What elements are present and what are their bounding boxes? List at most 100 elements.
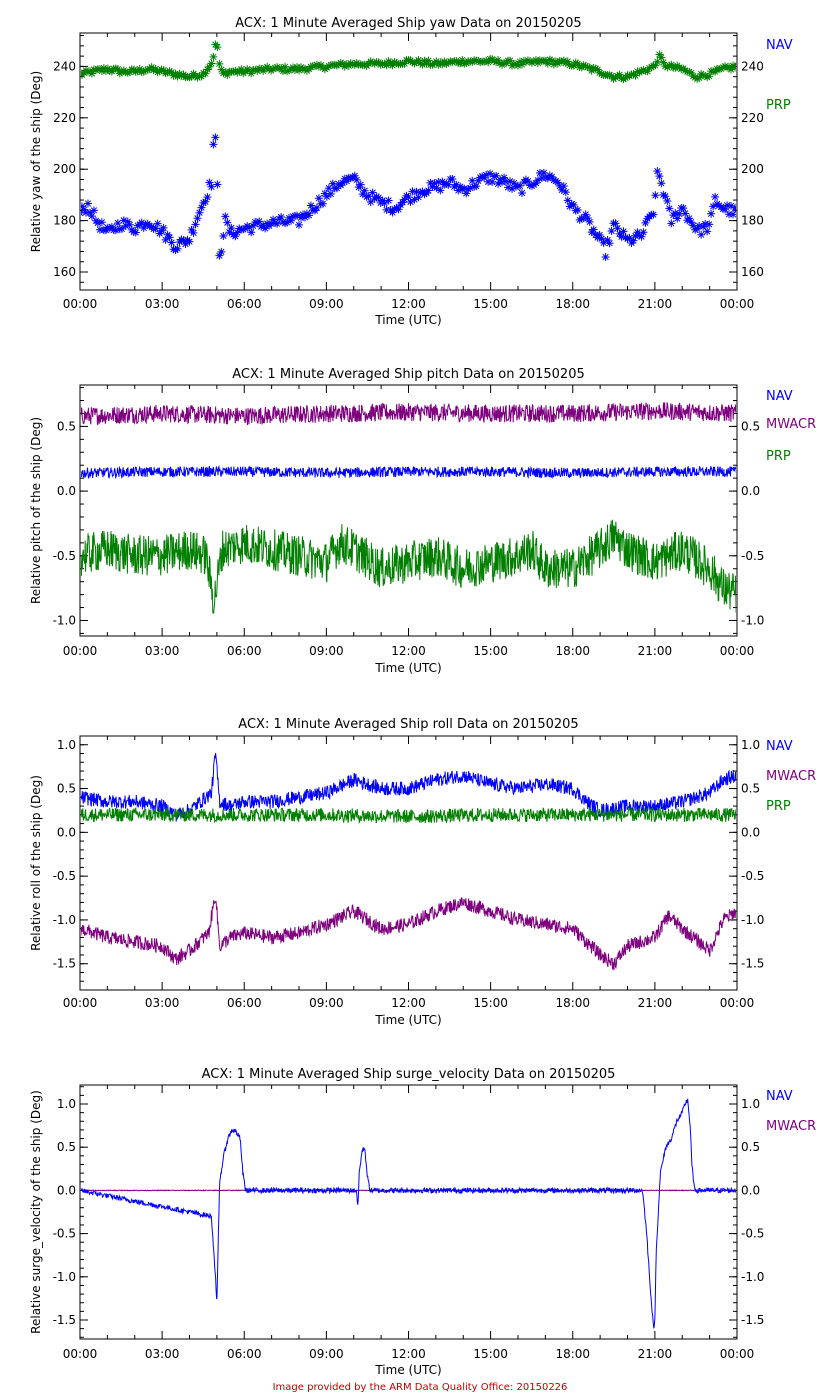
data-point [673, 214, 682, 223]
data-point [207, 182, 216, 191]
data-point [223, 71, 232, 80]
data-point [261, 224, 270, 233]
data-point [492, 171, 501, 180]
data-point [490, 172, 499, 181]
data-point [689, 72, 698, 81]
legend-mwacr: MWACR [766, 769, 816, 784]
data-point [442, 179, 451, 188]
data-point [462, 189, 471, 198]
data-point [607, 71, 616, 80]
data-point [199, 68, 208, 77]
y-tick-label: -1.0 [53, 613, 76, 627]
y-tick-label-right: 240 [741, 59, 764, 73]
data-point [275, 64, 284, 73]
x-axis-label: Time (UTC) [374, 1013, 441, 1027]
data-point [484, 58, 493, 67]
x-tick-label: 21:00 [638, 996, 673, 1010]
data-point [591, 64, 600, 73]
data-point [157, 226, 166, 235]
x-tick-label: 18:00 [555, 297, 590, 311]
data-point [201, 69, 210, 78]
data-point [233, 228, 242, 237]
data-point [460, 59, 469, 68]
x-tick-label: 00:00 [63, 297, 98, 311]
data-point [599, 238, 608, 247]
data-point [486, 169, 495, 178]
y-tick-label-right: 1.0 [741, 738, 760, 752]
data-point [332, 61, 341, 70]
data-point [464, 185, 473, 193]
data-point [346, 59, 355, 68]
data-point [517, 60, 526, 69]
y-tick-label-right: -0.5 [741, 549, 764, 563]
data-point [595, 68, 604, 77]
data-point [557, 185, 566, 194]
data-point [468, 176, 477, 185]
data-point [217, 65, 226, 74]
data-point [289, 212, 298, 221]
data-point [611, 219, 620, 228]
data-point [322, 192, 331, 201]
legend-nav: NAV [766, 1089, 793, 1104]
data-point [155, 229, 164, 238]
data-point [358, 190, 367, 199]
data-point [422, 59, 431, 68]
data-point [547, 172, 556, 181]
legend-nav: NAV [766, 739, 793, 754]
data-point [306, 201, 315, 210]
data-point [205, 62, 214, 71]
data-point [661, 192, 670, 201]
data-point [123, 217, 132, 226]
data-point [414, 56, 423, 65]
data-point [709, 202, 718, 211]
x-tick-label: 06:00 [227, 1347, 262, 1361]
x-tick-label: 00:00 [63, 1347, 98, 1361]
data-point [595, 230, 604, 239]
data-point [165, 233, 174, 242]
data-point [197, 72, 206, 81]
data-point [705, 220, 714, 229]
data-point [406, 197, 415, 206]
data-point [466, 57, 475, 66]
legend-prp: PRP [766, 799, 791, 814]
chart-panel-2: ACX: 1 Minute Averaged Ship pitch Data o… [29, 367, 816, 675]
data-point [185, 237, 194, 246]
data-point [615, 70, 624, 79]
data-point [539, 168, 548, 177]
data-point [675, 209, 684, 218]
data-point [494, 55, 503, 64]
y-tick-label: -1.5 [53, 1313, 76, 1327]
data-point [283, 218, 292, 227]
data-point [281, 62, 290, 71]
data-point [314, 194, 323, 203]
chart-panel-4: ACX: 1 Minute Averaged Ship surge_veloci… [29, 1067, 816, 1377]
data-point [655, 50, 664, 59]
data-point [332, 184, 341, 193]
data-point [189, 228, 198, 237]
data-point [693, 74, 702, 83]
data-point [151, 224, 160, 233]
data-point [205, 178, 214, 187]
x-tick-label: 06:00 [227, 297, 262, 311]
data-point [203, 193, 212, 202]
data-point [711, 67, 720, 76]
data-point [601, 252, 610, 261]
data-point [619, 227, 628, 236]
data-point [231, 232, 240, 241]
y-tick-label-right: 160 [741, 265, 764, 279]
data-point [298, 210, 307, 219]
data-point [211, 133, 220, 142]
data-point [633, 67, 642, 76]
data-point [125, 68, 134, 77]
data-point [366, 198, 375, 207]
series-prp [81, 806, 736, 825]
data-point [161, 69, 170, 78]
data-point [380, 199, 389, 208]
x-tick-label: 21:00 [638, 644, 673, 658]
data-point [665, 204, 674, 213]
y-tick-label-right: 200 [741, 162, 764, 176]
data-point [233, 68, 242, 77]
data-point [482, 170, 491, 179]
data-point [217, 247, 226, 256]
data-point [474, 56, 483, 65]
